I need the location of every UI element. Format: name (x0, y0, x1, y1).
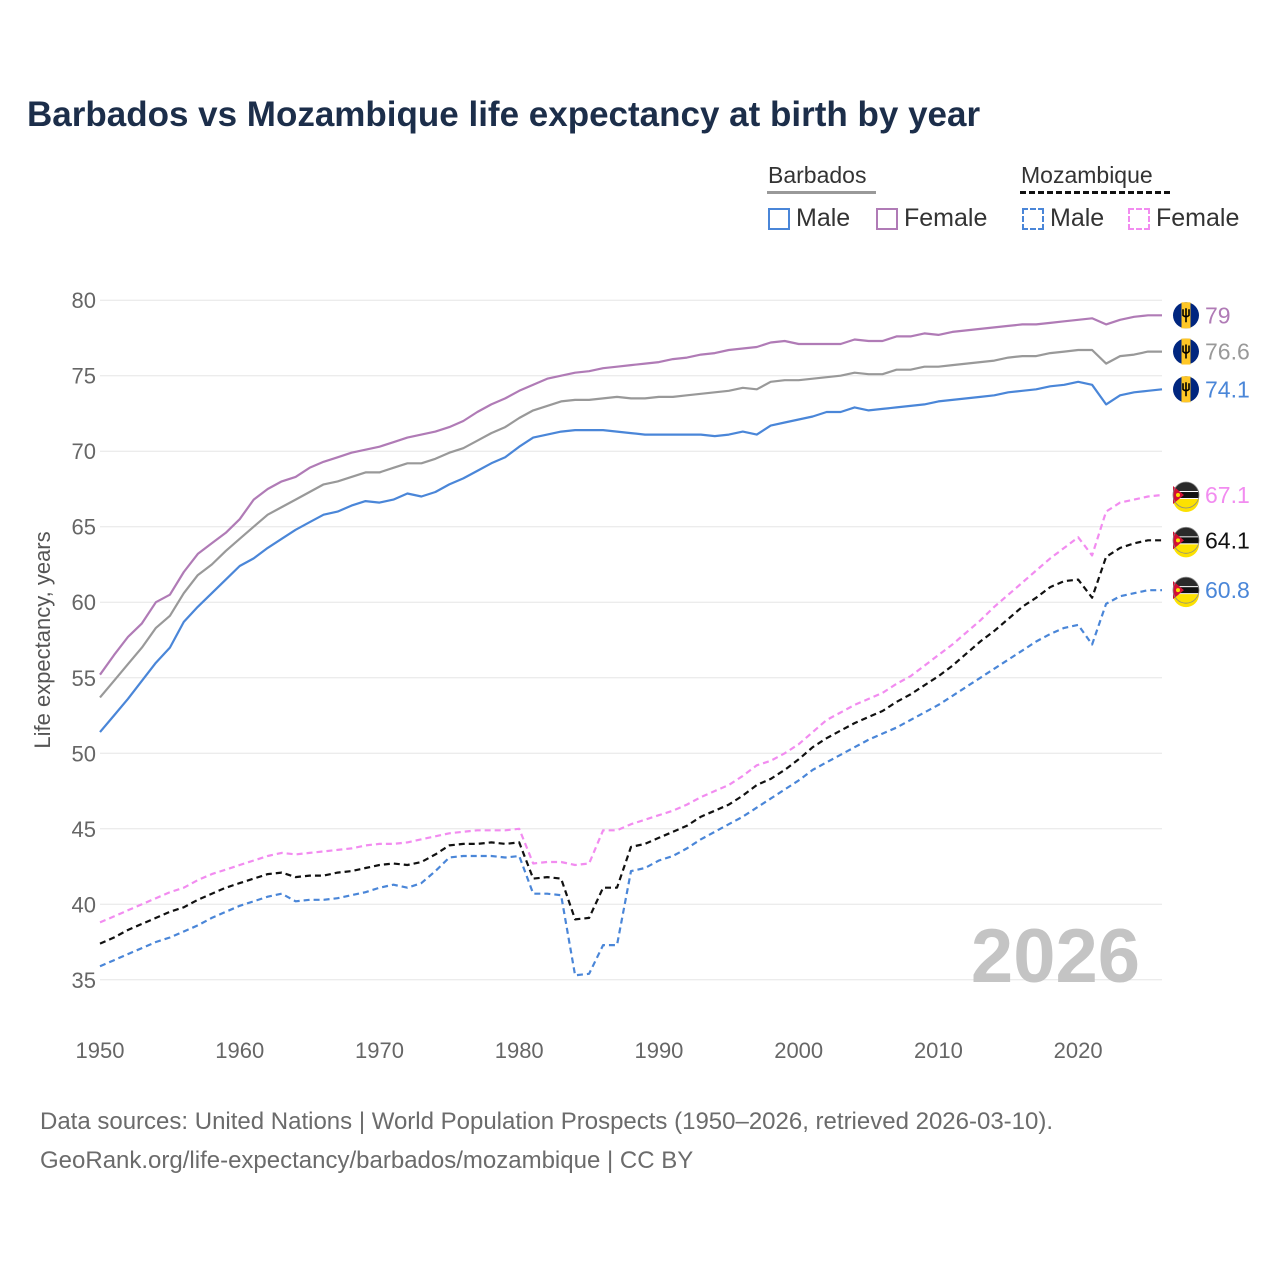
y-tick-label: 75 (72, 364, 96, 389)
barbados-flag-icon (1173, 302, 1199, 329)
end-markers: 79 76.6 74.1 67.1 64.1 60.8 (1172, 302, 1250, 608)
end-value-label-barbados_male: 74.1 (1205, 376, 1250, 402)
y-tick-label: 35 (72, 968, 96, 993)
legend-barbados-title: Barbados (768, 162, 867, 188)
end-value-label-mozambique_male: 60.8 (1205, 577, 1250, 603)
y-tick-label: 70 (72, 439, 96, 464)
legend-label-barbados-female: Female (904, 204, 988, 232)
series-line-mozambique_male (99, 589, 1162, 977)
series-line-mozambique_female (99, 493, 1163, 924)
chart-title: Barbados vs Mozambique life expectancy a… (27, 95, 981, 134)
legend-mozambique-title: Mozambique (1021, 162, 1153, 188)
y-tick-label: 50 (72, 741, 96, 766)
legend-swatch-barbados-female (876, 207, 898, 230)
series-line-barbados_male (99, 380, 1163, 733)
mozambique-flag-icon (1172, 481, 1200, 513)
end-value-label-mozambique_female: 67.1 (1205, 482, 1250, 508)
legend-mozambique-underline (1020, 191, 1170, 194)
y-tick-label: 80 (72, 288, 96, 313)
end-value-label-barbados_total: 76.6 (1205, 339, 1250, 365)
x-axis: 1950 1960 1970 1980 1990 2000 2010 2020 (76, 1038, 1103, 1063)
series-line-mozambique_total (99, 539, 1162, 945)
series-line-barbados_female (99, 314, 1162, 676)
end-value-label-mozambique_total: 64.1 (1205, 527, 1250, 553)
x-tick-label: 2020 (1054, 1038, 1103, 1063)
y-tick-label: 40 (72, 892, 96, 917)
legend-mozambique-male[interactable]: Male (1022, 204, 1104, 233)
x-tick-label: 1960 (215, 1038, 264, 1063)
legend-label-mozambique-female: Female (1156, 204, 1240, 232)
y-tick-label: 60 (72, 590, 96, 615)
series-lines (99, 314, 1163, 977)
legend-swatch-mozambique-male (1022, 207, 1044, 230)
mozambique-flag-icon (1172, 576, 1200, 608)
x-tick-label: 2010 (914, 1038, 963, 1063)
y-tick-label: 65 (72, 515, 96, 540)
x-tick-label: 1990 (634, 1038, 683, 1063)
x-tick-label: 1970 (355, 1038, 404, 1063)
legend-swatch-mozambique-female (1128, 207, 1150, 230)
y-axis: 35 40 45 50 55 60 65 70 75 80 (72, 288, 96, 993)
legend-barbados-male[interactable]: Male (768, 204, 850, 233)
x-tick-label: 1980 (495, 1038, 544, 1063)
year-watermark: 2026 (971, 914, 1140, 999)
legend-mozambique-female[interactable]: Female (1128, 204, 1239, 233)
barbados-flag-icon (1173, 376, 1199, 403)
gridlines (100, 299, 1162, 981)
end-value-label-barbados_female: 79 (1205, 302, 1231, 328)
legend-swatch-barbados-male (768, 207, 790, 230)
mozambique-flag-icon (1172, 526, 1200, 558)
series-line-barbados_total (99, 348, 1162, 699)
barbados-flag-icon (1173, 338, 1199, 365)
source-line-1: Data sources: United Nations | World Pop… (40, 1108, 1054, 1135)
source-line-2: GeoRank.org/life-expectancy/barbados/moz… (40, 1147, 694, 1174)
legend-barbados-female[interactable]: Female (876, 204, 987, 233)
legend-label-barbados-male: Male (796, 204, 851, 232)
y-axis-label: Life expectancy, years (30, 531, 55, 748)
legend-label-mozambique-male: Male (1050, 204, 1105, 232)
y-tick-label: 55 (72, 666, 96, 691)
x-tick-label: 2000 (774, 1038, 823, 1063)
y-tick-label: 45 (72, 817, 96, 842)
x-tick-label: 1950 (76, 1038, 125, 1063)
legend-barbados-underline (767, 191, 876, 194)
